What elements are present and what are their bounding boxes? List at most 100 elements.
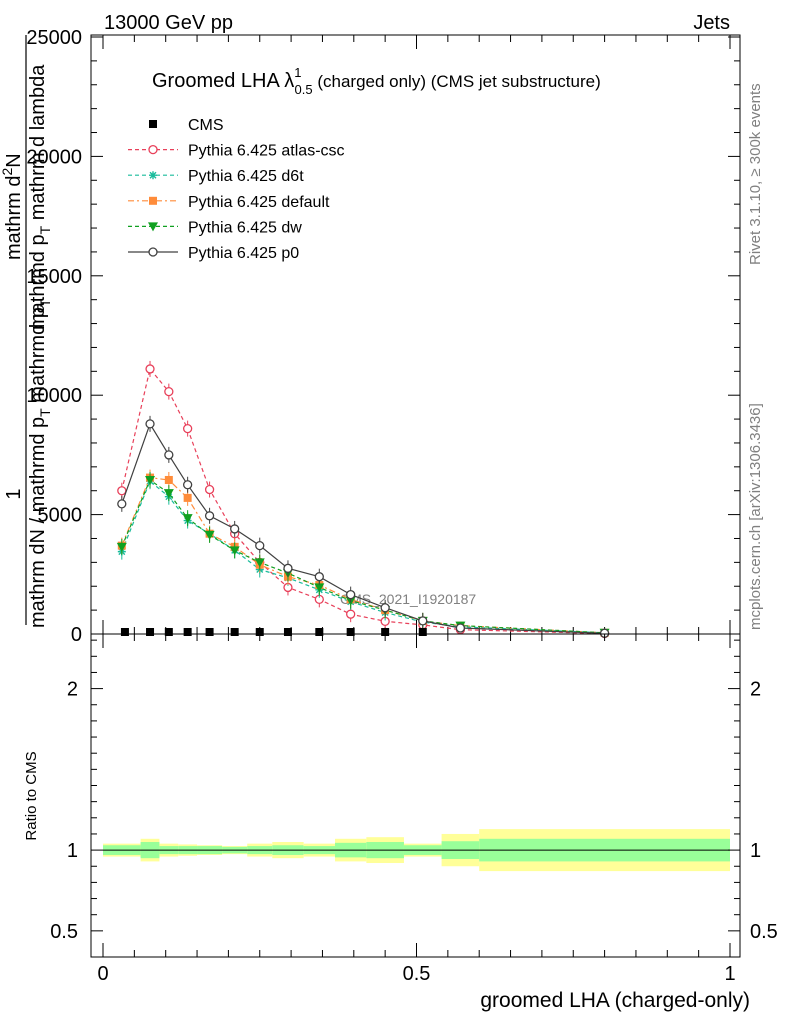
legend-entry: Pythia 6.425 default — [128, 194, 330, 211]
ylabel-right-num: mathrm d2N — [0, 153, 25, 260]
legend-entry: Pythia 6.425 dw — [128, 219, 302, 236]
data-point — [116, 542, 127, 552]
series-line — [121, 476, 605, 634]
title-tail: (charged only) (CMS jet substructure) — [313, 72, 601, 91]
ratio-y-tick-label-right: 1 — [750, 840, 761, 862]
ratio-y-label: Ratio to CMS — [23, 751, 40, 840]
header-category: Jets — [693, 12, 730, 34]
main-y-tick-label: 10000 — [26, 385, 82, 407]
ratio-panel: 0.5 0.51 12 2 0 0.5 1 Ratio to CMS groomed LH… — [23, 633, 778, 1012]
data-point — [380, 603, 390, 613]
ylabel-right-num-tail: N — [3, 153, 25, 167]
x-tick-labels: 0 0.5 1 — [97, 963, 735, 985]
legend-label: Pythia 6.425 d6t — [188, 168, 304, 185]
ratio-ticks — [91, 634, 740, 957]
ylabel-right-sup: 2 — [0, 168, 15, 176]
data-point — [145, 475, 156, 485]
ratio-y-tick-labels: 0.5 0.5 1 1 2 2 — [50, 679, 778, 943]
ylabel-den-a: mathrm dN / mathrmd p — [27, 417, 49, 628]
title-main: Groomed LHA — [152, 70, 284, 92]
data-point — [455, 623, 466, 633]
legend-entry: Pythia 6.425 d6t — [128, 168, 304, 185]
ratio-y-tick-label-right: 2 — [750, 679, 761, 701]
ylabel-right-den-a: mathrmd p — [27, 234, 49, 330]
ylabel-right-den-tail: mathrm d lambda — [27, 64, 49, 226]
series-5 — [117, 415, 610, 638]
data-point — [117, 499, 127, 509]
data-point — [283, 563, 293, 573]
data-point — [145, 364, 155, 374]
data-point — [314, 583, 325, 593]
main-y-tick-label: 25000 — [26, 27, 82, 49]
ylabel-den: mathrm dN / mathrmd pT mathrmd pT — [27, 298, 53, 628]
ylabel-den-sub2: T — [37, 298, 53, 307]
title-sup: 1 — [294, 65, 301, 80]
data-point — [205, 628, 214, 636]
series-line — [121, 422, 605, 634]
title-sub: 0.5 — [295, 82, 313, 97]
ratio-y-tick-label-right: 0.5 — [750, 921, 778, 943]
data-point — [149, 120, 157, 128]
data-point — [183, 628, 192, 636]
data-point — [146, 628, 155, 636]
main-y-tick-label: 20000 — [26, 146, 82, 168]
main-y-tick-labels: 0 5000 10000 15000 20000 25000 — [26, 27, 82, 646]
data-point — [255, 628, 264, 636]
data-point — [182, 423, 193, 434]
series-layer — [116, 360, 610, 639]
ylabel-right-den-sub: T — [37, 225, 53, 234]
ratio-y-tick-label: 0.5 — [50, 921, 78, 943]
ratio-y-tick-label: 1 — [67, 840, 78, 862]
data-point — [346, 628, 355, 636]
data-point — [255, 540, 265, 551]
data-point — [418, 616, 428, 626]
data-point — [164, 386, 174, 397]
data-point — [148, 247, 158, 257]
data-point — [381, 628, 390, 636]
main-y-tick-label: 0 — [71, 624, 82, 646]
header-energy: 13000 GeV pp — [104, 12, 233, 34]
legend-label: Pythia 6.425 atlas-csc — [188, 143, 345, 160]
data-point — [346, 589, 356, 600]
ylabel-num: 1 — [3, 488, 25, 499]
x-tick-label: 0.5 — [403, 963, 431, 985]
main-y-tick-label: 5000 — [38, 505, 83, 527]
main-y-tick-label: 15000 — [26, 266, 82, 288]
data-point — [164, 628, 173, 636]
data-point — [204, 484, 215, 495]
data-point — [315, 628, 324, 636]
data-point — [283, 628, 292, 636]
data-point — [163, 489, 174, 499]
series-line — [121, 367, 605, 635]
legend-entry: Pythia 6.425 atlas-csc — [128, 143, 345, 160]
data-point — [346, 609, 356, 619]
ratio-frame — [90, 633, 741, 958]
ylabel-right-num-a: mathrm d — [3, 176, 25, 260]
x-tick-label: 1 — [724, 963, 735, 985]
data-point — [182, 480, 193, 490]
data-point — [183, 493, 192, 502]
rivet-label: Rivet 3.1.10, ≥ 300k events — [747, 83, 764, 265]
data-point — [314, 572, 324, 582]
data-point — [204, 530, 215, 540]
ylabel-right-den: mathrmd pT mathrm d lambda — [27, 64, 53, 330]
data-point — [117, 486, 127, 496]
data-point — [230, 628, 239, 636]
data-point — [229, 546, 240, 556]
data-point — [230, 524, 240, 534]
data-point — [148, 222, 158, 232]
legend: CMS Pythia 6.425 atlas-csc Pythia 6.425 d6… — [128, 117, 345, 262]
data-point — [120, 628, 129, 636]
y-axis-label: 1 mathrm dN / mathrmd pT mathrmd pT math… — [0, 35, 53, 628]
title-lambda: λ — [284, 70, 294, 92]
ylabel-den-sub: T — [37, 408, 53, 417]
legend-entry: Pythia 6.425 p0 — [128, 245, 299, 262]
legend-label: Pythia 6.425 dw — [188, 219, 302, 236]
series-line — [121, 480, 605, 634]
series-3 — [117, 469, 609, 637]
data-point — [145, 419, 155, 429]
data-point — [418, 628, 427, 636]
chart-title: Groomed LHA λ1 0.5 (charged only) (CMS je… — [152, 65, 601, 97]
